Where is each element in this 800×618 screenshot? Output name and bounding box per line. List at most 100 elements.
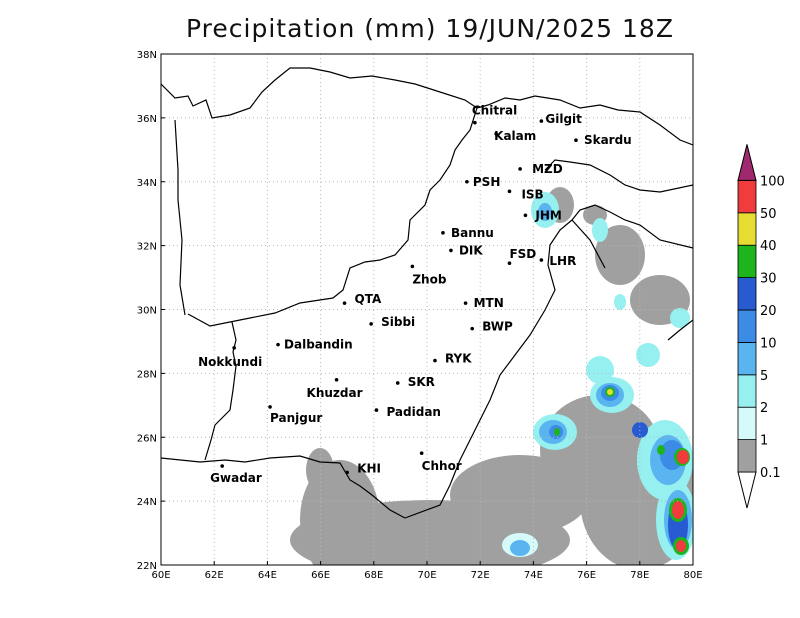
- city-marker: [539, 258, 544, 262]
- city-label: Nokkundi: [198, 355, 262, 369]
- colorbar-label: 40: [760, 239, 777, 254]
- city-label: Chhor: [422, 459, 462, 473]
- precip-area: [657, 445, 665, 455]
- city-marker: [441, 231, 445, 235]
- precip-area: [595, 225, 645, 285]
- lat-tick-label: 24N: [137, 497, 157, 508]
- city-marker: [465, 179, 469, 184]
- colorbar-label: 100: [760, 174, 785, 189]
- city-label: DIK: [459, 243, 483, 257]
- lon-tick-label: 76E: [577, 570, 596, 581]
- city-marker: [342, 301, 347, 305]
- city-label: ISB: [521, 187, 543, 201]
- precip-area: [538, 203, 552, 221]
- lat-tick-label: 26N: [137, 433, 157, 444]
- border-line: [571, 219, 606, 269]
- precip-area: [677, 450, 689, 464]
- precip-area: [670, 308, 690, 328]
- city-marker: [473, 120, 477, 125]
- colorbar-label: 1: [760, 434, 768, 449]
- border-line: [204, 321, 237, 461]
- border-line: [174, 119, 186, 316]
- city-marker: [334, 377, 339, 382]
- map-title: Precipitation (mm) 19/JUN/2025 18Z: [186, 14, 674, 43]
- precip-area: [586, 356, 614, 384]
- border-line: [244, 455, 406, 519]
- city-marker: [395, 381, 400, 385]
- lon-tick-label: 72E: [471, 570, 490, 581]
- city-marker: [268, 405, 272, 409]
- border-line: [161, 67, 478, 119]
- lat-tick-label: 36N: [137, 114, 157, 125]
- precip-area: [636, 343, 660, 367]
- precip-area: [676, 540, 686, 552]
- colorbar-segment: [737, 277, 757, 311]
- precip-area: [672, 501, 684, 519]
- colorbar-segment: [737, 212, 757, 246]
- lon-tick-label: 62E: [205, 570, 224, 581]
- lon-tick-label: 66E: [311, 570, 330, 581]
- colorbar-label: 20: [760, 304, 777, 319]
- border-line: [161, 457, 246, 463]
- city-marker: [539, 119, 544, 123]
- city-marker: [374, 408, 379, 412]
- colorbar-segment: [737, 374, 757, 408]
- lat-tick-label: 38N: [137, 50, 157, 61]
- city-marker: [463, 301, 468, 305]
- colorbar-segment: [737, 439, 757, 473]
- border-line: [404, 219, 573, 519]
- colorbar-label: 0.1: [760, 466, 781, 481]
- lat-tick-label: 28N: [137, 369, 157, 380]
- city-marker: [507, 189, 512, 194]
- city-label: Gilgit: [545, 112, 582, 126]
- city-label: MZD: [532, 162, 563, 176]
- city-label: MTN: [474, 296, 504, 310]
- city-label: BWP: [482, 320, 513, 334]
- city-label: LHR: [549, 254, 576, 268]
- city-label: Chitral: [472, 104, 517, 118]
- colorbar-segment: [737, 179, 757, 214]
- city-marker: [523, 213, 528, 218]
- city-label: QTA: [355, 292, 382, 306]
- precip-area: [554, 428, 560, 436]
- colorbar-label: 30: [760, 272, 777, 287]
- precip-area: [614, 294, 626, 310]
- colorbar-label: 2: [760, 401, 768, 416]
- colorbar-label: 50: [760, 207, 777, 222]
- lon-tick-label: 64E: [258, 570, 277, 581]
- city-label: Khuzdar: [307, 386, 363, 400]
- city-marker: [574, 138, 578, 143]
- city-marker: [419, 451, 424, 456]
- city-label: Padidan: [386, 405, 441, 419]
- lat-tick-label: 30N: [137, 306, 157, 317]
- city-label: FSD: [509, 247, 536, 261]
- city-marker: [232, 346, 236, 350]
- lon-tick-label: 70E: [417, 570, 436, 581]
- city-marker: [276, 342, 280, 347]
- city-label: Bannu: [451, 226, 494, 240]
- city-label: RYK: [445, 352, 472, 366]
- city-label: Panjgur: [270, 411, 322, 425]
- lat-tick-label: 22N: [137, 561, 157, 572]
- city-label: Skardu: [584, 133, 632, 147]
- border-line: [187, 107, 478, 327]
- colorbar-label: 10: [760, 336, 777, 351]
- city-marker: [410, 264, 415, 269]
- colorbar-segment: [737, 244, 757, 278]
- city-label: KHI: [357, 461, 381, 475]
- precip-area: [592, 218, 608, 242]
- precip-area: [510, 540, 530, 556]
- precip-area: [607, 389, 613, 395]
- city-marker: [345, 470, 350, 475]
- colorbar-segment: [737, 309, 757, 343]
- colorbar-label: 5: [760, 369, 768, 384]
- city-marker: [220, 464, 224, 468]
- lon-tick-label: 80E: [683, 570, 702, 581]
- city-label: SKR: [408, 375, 435, 389]
- colorbar-max-triangle: [737, 144, 757, 181]
- city-marker: [518, 167, 522, 171]
- lon-tick-label: 60E: [151, 570, 170, 581]
- city-marker: [470, 326, 475, 331]
- city-label: Dalbandin: [284, 338, 353, 352]
